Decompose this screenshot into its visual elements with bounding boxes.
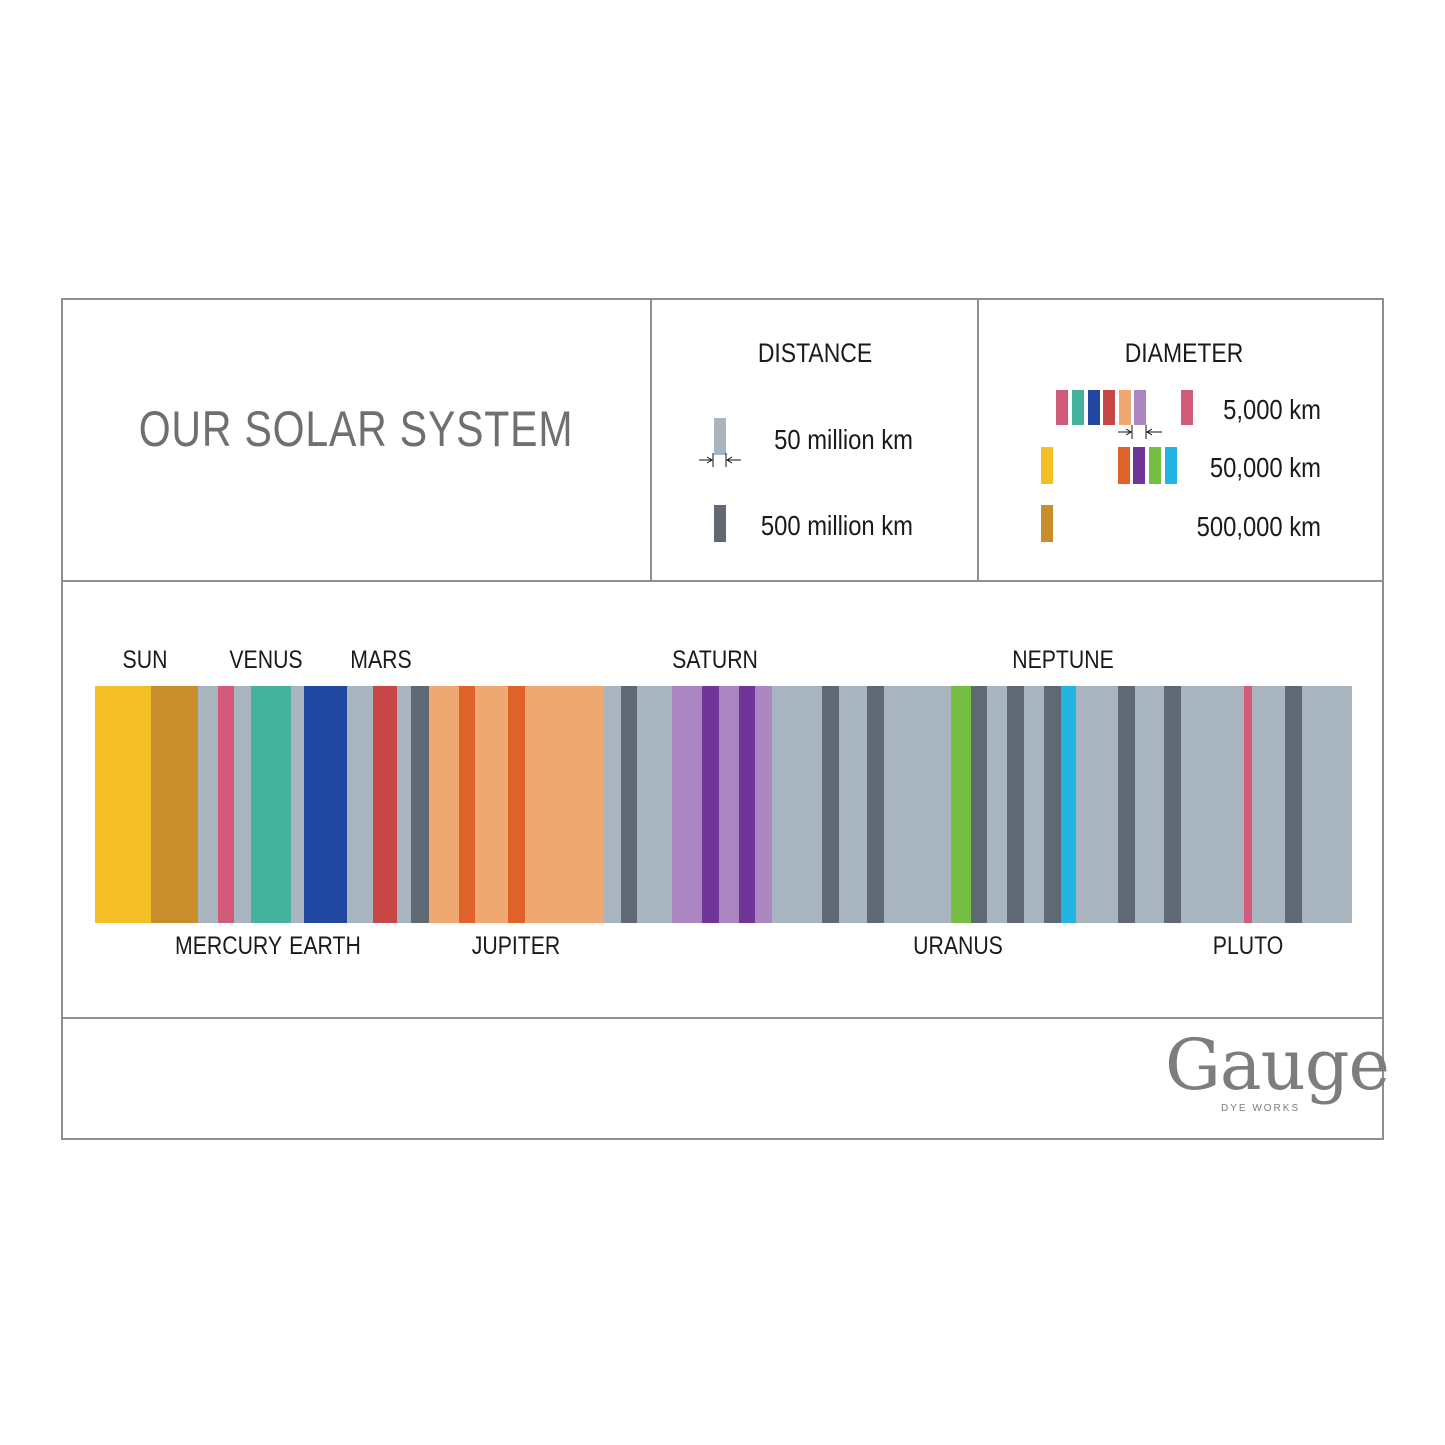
planet-label-mars: MARS [350, 646, 412, 674]
distance-label-50m: 50 million km [774, 424, 913, 455]
distance-stripe [411, 686, 429, 923]
diameter-swatch [1072, 390, 1084, 425]
planet-label-venus: VENUS [229, 646, 303, 674]
width-arrows-icon [1118, 425, 1162, 439]
divider-footer [61, 1017, 1384, 1019]
diameter-swatch [1119, 390, 1131, 425]
diameter-swatch [1133, 447, 1145, 484]
diameter-swatch-500000 [1041, 505, 1053, 542]
diameter-label-5000: 5,000 km [1223, 394, 1321, 425]
earth-stripe [304, 686, 347, 923]
logo-subtitle: DYE WORKS [1221, 1103, 1301, 1114]
diameter-label-500000: 500,000 km [1196, 511, 1321, 542]
planet-label-saturn: SATURN [672, 646, 758, 674]
diameter-swatch [1056, 390, 1068, 425]
planet-label-sun: SUN [122, 646, 168, 674]
divider-legend-diameter [977, 298, 979, 582]
venus-stripe [251, 686, 291, 923]
planet-label-neptune: NEPTUNE [1012, 646, 1114, 674]
distance-stripe [1118, 686, 1135, 923]
saturn-stripe [672, 686, 772, 923]
diameter-label-50000: 50,000 km [1209, 452, 1321, 483]
divider-legend-distance [650, 298, 652, 582]
distance-stripe [867, 686, 884, 923]
distance-label-500m: 500 million km [760, 510, 913, 541]
distance-stripe [1007, 686, 1024, 923]
diameter-swatch [1088, 390, 1100, 425]
uranus-stripe [951, 686, 971, 923]
planet-label-mercury: MERCURY [175, 932, 283, 960]
distance-stripe [1285, 686, 1302, 923]
diameter-swatch [1041, 447, 1053, 484]
logo-wordmark: Gauge [1165, 1024, 1390, 1106]
diameter-swatch [1181, 390, 1193, 425]
saturn-stripe [739, 686, 755, 923]
jupiter-stripe [459, 686, 475, 923]
diameter-swatch [1149, 447, 1161, 484]
distance-stripe [1164, 686, 1181, 923]
planet-label-pluto: PLUTO [1212, 932, 1284, 960]
distance-swatch-500m [714, 505, 726, 542]
planet-label-jupiter: JUPITER [471, 932, 561, 960]
mars-stripe [373, 686, 397, 923]
page-title: OUR SOLAR SYSTEM [138, 401, 574, 457]
sun-stripe [95, 686, 151, 923]
distance-swatch-50m [714, 418, 726, 455]
pluto-stripe [1244, 686, 1252, 923]
distance-legend-title: DISTANCE [757, 338, 873, 368]
saturn-stripe [702, 686, 719, 923]
planet-label-uranus: URANUS [913, 932, 1003, 960]
jupiter-stripe [508, 686, 525, 923]
sun-stripe [151, 686, 198, 923]
distance-stripe [971, 686, 987, 923]
width-arrows-icon [699, 453, 741, 467]
diameter-swatch [1118, 447, 1130, 484]
distance-stripe [822, 686, 839, 923]
divider-header [61, 580, 1384, 582]
mercury-stripe [218, 686, 234, 923]
distance-stripe [1044, 686, 1061, 923]
diameter-swatch [1165, 447, 1177, 484]
neptune-stripe [1061, 686, 1076, 923]
distance-stripe [621, 686, 637, 923]
gauge-logo: Gauge DYE WORKS [1165, 1030, 1390, 1130]
planet-label-earth: EARTH [289, 932, 361, 960]
diameter-swatch [1134, 390, 1146, 425]
diameter-swatch [1103, 390, 1115, 425]
diameter-legend-title: DIAMETER [1124, 338, 1244, 368]
diagram-frame [61, 298, 1384, 1140]
